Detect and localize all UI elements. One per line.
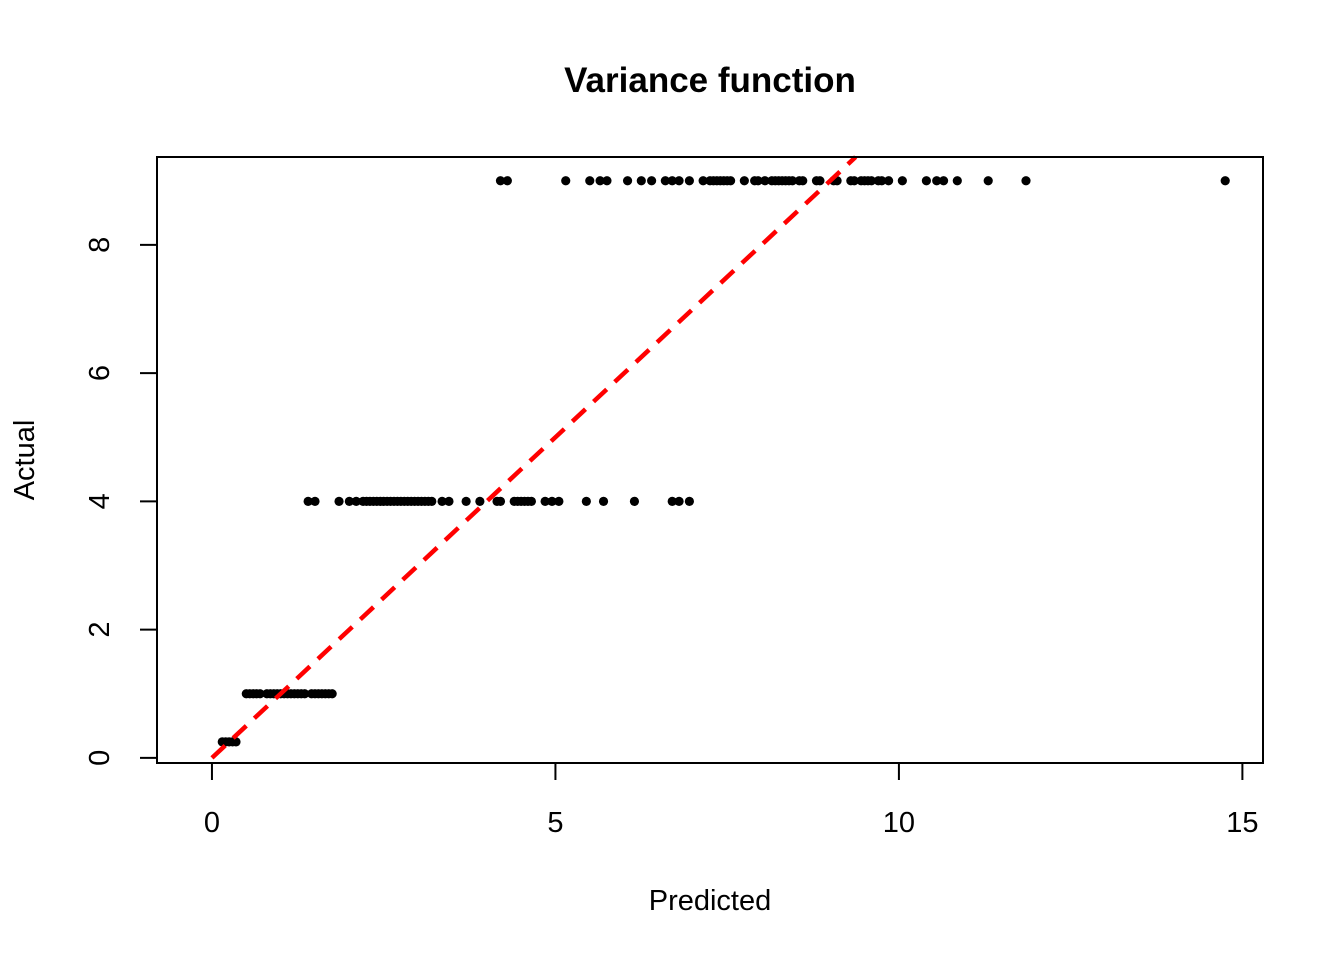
data-point (495, 496, 506, 506)
data-point (674, 496, 684, 506)
data-point (938, 176, 949, 186)
y-tick-label: 2 (84, 622, 116, 638)
data-point (983, 176, 993, 186)
data-point (437, 496, 447, 506)
data-point (866, 176, 877, 186)
data-point (255, 689, 265, 699)
data-point (427, 496, 437, 506)
y-tick-label: 8 (84, 237, 116, 253)
data-point (753, 176, 763, 186)
data-point (585, 176, 595, 186)
data-point (547, 496, 557, 506)
y-tick-label: 4 (84, 493, 116, 509)
data-point (303, 496, 313, 506)
data-point (622, 176, 633, 186)
reference-line-group (210, 155, 858, 760)
data-point (310, 496, 320, 506)
data-points (217, 176, 1230, 747)
data-point (849, 176, 859, 186)
data-point (327, 689, 337, 699)
data-point (300, 689, 310, 699)
data-point (698, 176, 708, 186)
data-point (739, 176, 749, 186)
data-point (798, 176, 808, 186)
data-point (502, 176, 512, 186)
data-point (344, 496, 354, 506)
data-point (1220, 176, 1230, 186)
x-tick-label: 10 (883, 807, 915, 839)
data-point (684, 176, 694, 186)
data-point (598, 496, 609, 506)
data-point (475, 496, 485, 506)
data-point (660, 176, 670, 186)
reference-line (210, 155, 858, 760)
y-tick-label: 0 (84, 750, 116, 766)
data-point (629, 496, 640, 506)
data-point (760, 176, 770, 186)
data-point (674, 176, 684, 186)
data-point (647, 176, 657, 186)
chart-title: Variance function (564, 61, 856, 100)
data-point (461, 496, 471, 506)
data-point (231, 737, 241, 747)
data-point (787, 176, 798, 186)
data-point (921, 176, 931, 186)
data-point (667, 496, 677, 506)
data-point (684, 496, 694, 506)
data-point (526, 496, 536, 506)
data-point (636, 176, 646, 186)
data-point (561, 176, 571, 186)
plot-frame (156, 156, 1264, 764)
data-point (351, 496, 361, 506)
data-point (334, 496, 344, 506)
data-point (932, 176, 942, 186)
x-axis-title: Predicted (649, 885, 772, 917)
data-point (667, 176, 677, 186)
data-point (726, 176, 736, 186)
data-point (815, 176, 825, 186)
data-point (444, 496, 454, 506)
data-point (581, 496, 591, 506)
data-point (540, 496, 550, 506)
data-point (595, 176, 605, 186)
x-tick-label: 5 (547, 807, 563, 839)
data-point (877, 176, 887, 186)
data-point (952, 176, 962, 186)
x-tick-label: 0 (204, 807, 220, 839)
data-point (602, 176, 612, 186)
data-point (884, 176, 894, 186)
x-tick-label: 15 (1226, 807, 1258, 839)
y-axis-title: Actual (9, 420, 41, 501)
data-point (1021, 176, 1031, 186)
y-tick-label: 6 (84, 365, 116, 381)
data-point (495, 176, 506, 186)
data-point (554, 496, 564, 506)
data-point (897, 176, 907, 186)
